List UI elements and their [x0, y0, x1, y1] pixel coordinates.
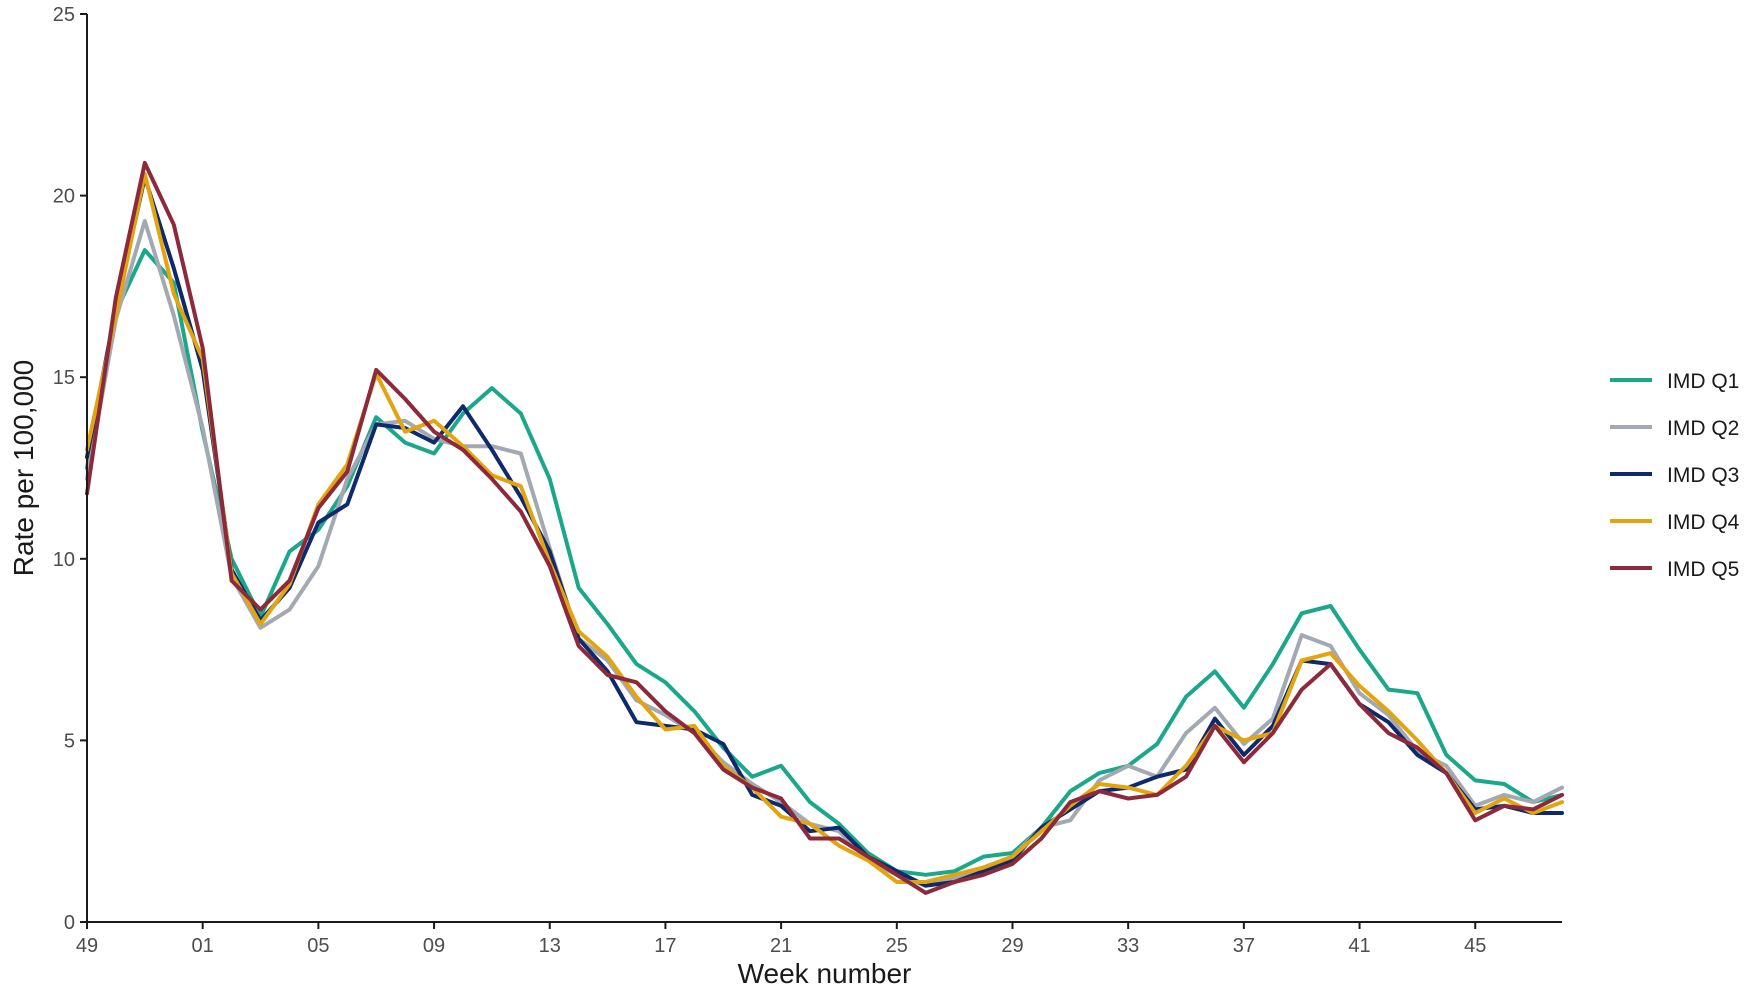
x-tick-label: 13: [539, 935, 561, 957]
y-tick-label: 25: [53, 4, 75, 26]
series-line-imd-q3: [85, 175, 1564, 888]
legend-label: IMD Q1: [1667, 370, 1739, 393]
legend-item-imd-q2: IMD Q2: [1610, 417, 1739, 440]
legend: IMD Q1 IMD Q2 IMD Q3 IMD Q4 IMD Q5: [1610, 370, 1740, 581]
x-tick-label: 17: [654, 935, 676, 957]
legend-label: IMD Q3: [1667, 464, 1739, 487]
y-tick-label: 15: [53, 367, 75, 389]
x-tick-label: 05: [307, 935, 329, 957]
series-line-imd-q4: [85, 171, 1564, 884]
series-line-imd-q5: [85, 160, 1564, 895]
series-line-imd-q1: [85, 248, 1564, 877]
x-tick-label: 25: [886, 935, 908, 957]
x-tick-label: 41: [1348, 935, 1370, 957]
y-tick-label: 10: [53, 549, 75, 571]
legend-item-imd-q1: IMD Q1: [1610, 370, 1739, 393]
x-tick-label: 01: [192, 935, 214, 957]
legend-item-imd-q3: IMD Q3: [1610, 464, 1739, 487]
x-tick-label: 49: [76, 935, 98, 957]
y-axis-title: Rate per 100,000: [8, 360, 39, 576]
y-tick-label: 20: [53, 186, 75, 208]
x-axis-ticks: 49 01 05 09 13 17 21 25 29 33 37 41 45: [76, 922, 1486, 957]
legend-item-imd-q5: IMD Q5: [1610, 558, 1739, 581]
y-axis-ticks: 0 5 10 15 20 25: [53, 4, 87, 934]
plot-area: [85, 160, 1564, 895]
legend-item-imd-q4: IMD Q4: [1610, 511, 1740, 534]
x-tick-label: 33: [1117, 935, 1139, 957]
x-tick-label: 29: [1001, 935, 1023, 957]
y-tick-label: 0: [64, 912, 75, 934]
series-line-imd-q2: [85, 219, 1564, 888]
x-axis-title: Week number: [738, 958, 912, 988]
y-tick-label: 5: [64, 730, 75, 752]
legend-label: IMD Q2: [1667, 417, 1739, 440]
x-tick-label: 37: [1233, 935, 1255, 957]
x-tick-label: 45: [1464, 935, 1486, 957]
x-tick-label: 09: [423, 935, 445, 957]
legend-label: IMD Q5: [1667, 558, 1739, 581]
legend-label: IMD Q4: [1667, 511, 1740, 534]
x-tick-label: 21: [770, 935, 792, 957]
